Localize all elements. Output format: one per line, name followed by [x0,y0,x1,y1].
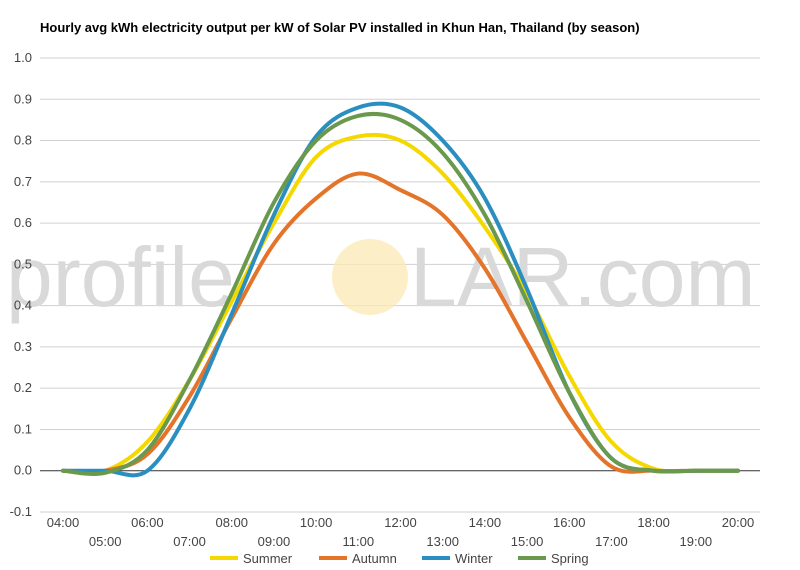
y-tick-label: 0.8 [14,133,32,148]
y-tick-label: 0.6 [14,215,32,230]
watermark-sun-icon [332,239,408,315]
y-tick-label: 0.1 [14,421,32,436]
x-tick-label: 07:00 [173,534,206,549]
x-tick-label: 16:00 [553,515,586,530]
y-tick-label: 0.0 [14,463,32,478]
legend-item-autumn[interactable]: Autumn [319,551,397,566]
legend-item-summer[interactable]: Summer [210,551,293,566]
x-tick-label: 06:00 [131,515,164,530]
x-tick-label: 11:00 [343,534,375,549]
legend-label: Summer [243,551,293,566]
x-tick-label: 18:00 [637,515,670,530]
x-tick-label: 05:00 [89,534,122,549]
watermark: profile LAR.com [6,230,755,324]
x-tick-label: 12:00 [384,515,417,530]
y-tick-label: 0.3 [14,339,32,354]
y-tick-label: 0.9 [14,91,32,106]
y-tick-label: 0.4 [14,298,32,313]
y-tick-label: 1.0 [14,50,32,65]
x-tick-label: 08:00 [215,515,248,530]
x-tick-label: 19:00 [680,534,713,549]
series-line-autumn [61,171,740,474]
x-tick-label: 09:00 [258,534,291,549]
chart-title: Hourly avg kWh electricity output per kW… [40,20,640,35]
watermark-text-right: LAR.com [410,230,755,324]
x-axis: 04:00 06:00 08:00 10:00 12:00 14:00 16:00 18:00… [47,515,755,549]
x-tick-label: 04:00 [47,515,80,530]
legend-label: Winter [455,551,493,566]
y-tick-label: 0.2 [14,380,32,395]
y-tick-label: 0.5 [14,256,32,271]
legend-item-winter[interactable]: Winter [422,551,493,566]
x-tick-label: 13:00 [426,534,459,549]
legend: Summer Autumn Winter Spring [210,551,589,566]
legend-label: Autumn [352,551,397,566]
legend-item-spring[interactable]: Spring [518,551,589,566]
series-lines [61,101,740,478]
y-tick-label: -0.1 [10,504,32,519]
legend-label: Spring [551,551,589,566]
x-tick-label: 14:00 [469,515,502,530]
y-tick-label: 0.7 [14,174,32,189]
y-axis: -0.1 0.0 0.1 0.2 0.3 0.4 0.5 0.6 0.7 0.8 0.9 1.0 [10,50,32,519]
x-tick-label: 20:00 [722,515,755,530]
series-line-spring [61,111,740,476]
x-tick-label: 17:00 [595,534,628,549]
watermark-text-left: profile [6,230,235,324]
x-tick-label: 15:00 [511,534,544,549]
x-tick-label: 10:00 [300,515,333,530]
